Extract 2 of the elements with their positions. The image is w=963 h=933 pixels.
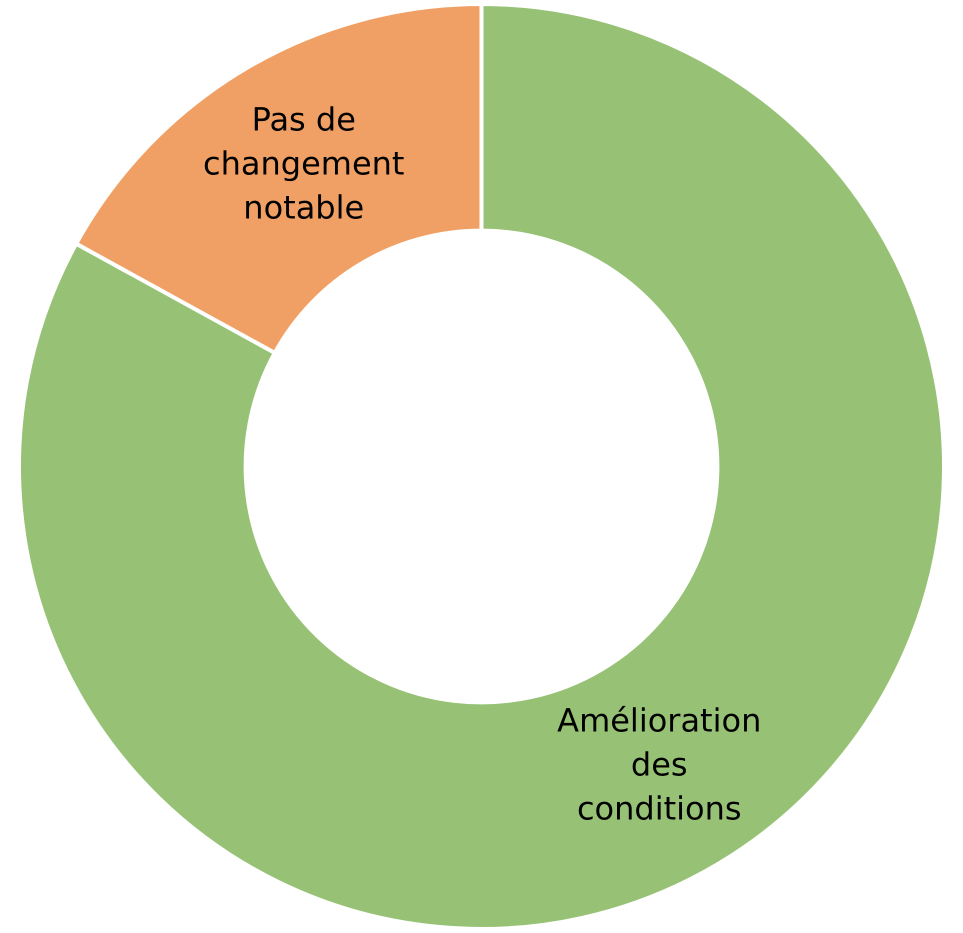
- slice-label: Pas de changement notable: [203, 100, 404, 226]
- slice-label: Amélioration des conditions: [557, 701, 762, 828]
